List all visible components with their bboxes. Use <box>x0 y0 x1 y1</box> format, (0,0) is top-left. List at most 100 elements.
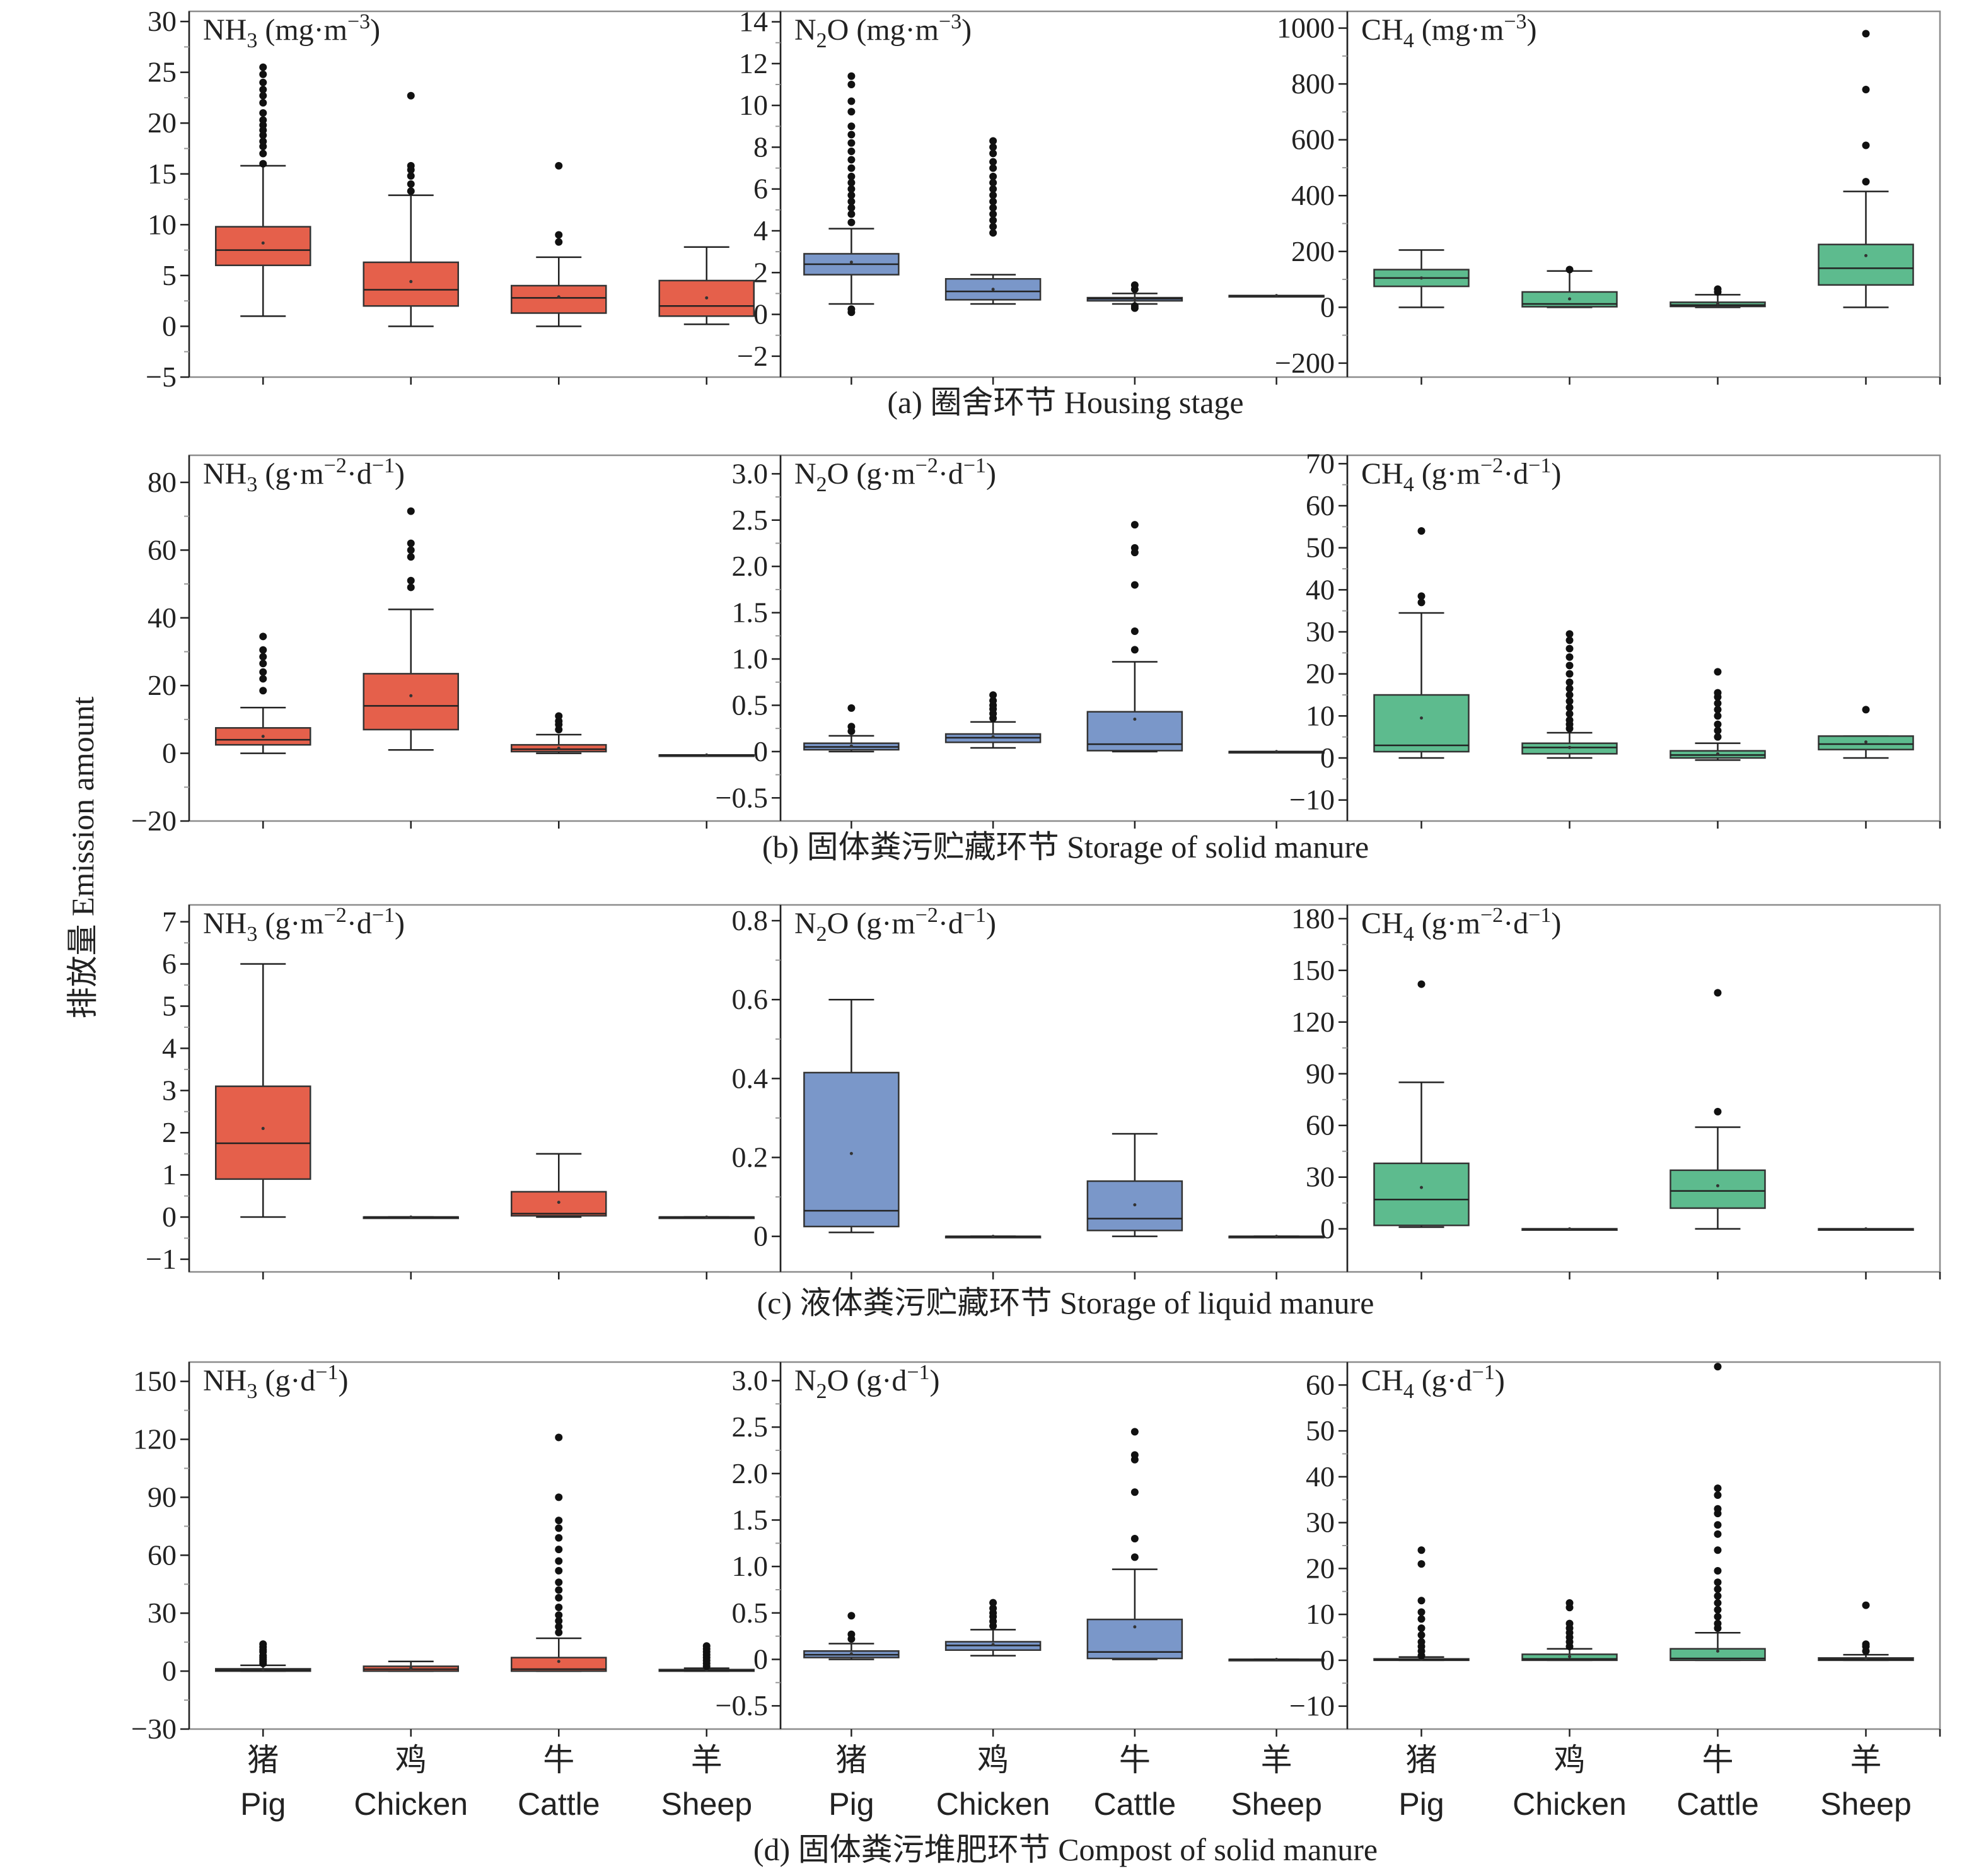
box-chicken <box>1521 630 1618 759</box>
outlier-point <box>1862 30 1870 38</box>
panel-title-part: 2 <box>816 473 827 496</box>
box-cattle <box>1086 521 1183 753</box>
y-tick-label: 1.5 <box>732 597 769 629</box>
outlier-point <box>1862 178 1870 186</box>
panel-title-part: 3 <box>247 29 257 52</box>
y-tick-label: 50 <box>1306 532 1335 564</box>
outlier-point <box>1714 733 1722 741</box>
mean-marker <box>409 694 413 697</box>
panel-title-part: −2 <box>1480 454 1503 477</box>
outlier-point <box>1130 544 1139 552</box>
y-tick-label: 200 <box>1291 235 1335 267</box>
y-tick-label: 80 <box>148 466 177 498</box>
outlier-point <box>1714 1107 1722 1116</box>
outlier-point <box>259 687 267 695</box>
panel-title-part: 3 <box>247 473 257 496</box>
outlier-point <box>847 704 856 712</box>
outlier-point <box>259 99 267 107</box>
y-tick-label: 0.8 <box>732 904 769 936</box>
outlier-point <box>1417 527 1426 535</box>
outlier-point <box>1714 1530 1722 1538</box>
outlier-point <box>407 576 415 585</box>
box-cattle <box>1086 1428 1183 1660</box>
outlier-point <box>407 187 415 195</box>
y-tick-label: 4 <box>753 214 768 247</box>
x-category-en: Chicken <box>354 1786 468 1822</box>
panel-frame <box>779 1361 1349 1730</box>
outlier-point <box>1714 1491 1722 1499</box>
mean-marker <box>1864 1657 1867 1660</box>
box-sheep <box>1228 750 1325 754</box>
x-category-en: Chicken <box>1513 1786 1627 1822</box>
outlier-point <box>1714 1567 1722 1575</box>
mean-marker <box>1133 717 1137 721</box>
outlier-point <box>702 1642 711 1650</box>
y-tick-label: 0 <box>162 737 177 769</box>
outlier-point <box>555 1593 563 1602</box>
outlier-point <box>1862 141 1870 149</box>
x-category-zh: 猪 <box>247 1742 279 1778</box>
box-cattle <box>511 1153 607 1218</box>
y-tick-label: 8 <box>753 131 768 163</box>
y-tick-label: 5 <box>162 259 177 291</box>
outlier-point <box>847 723 856 731</box>
y-tick-label: 6 <box>753 173 768 205</box>
panel-title: N2O (g·m−2·d−1) <box>794 904 996 946</box>
panel-title-part: 4 <box>1403 473 1414 496</box>
x-category-zh: 羊 <box>1850 1742 1882 1778</box>
outlier-point <box>989 164 997 172</box>
y-tick-label: 30 <box>1306 615 1335 648</box>
y-tick-label: 0 <box>1320 291 1335 323</box>
outlier-point <box>989 223 997 231</box>
y-tick-label: 0.5 <box>732 1597 769 1629</box>
outlier-point <box>847 204 856 212</box>
outlier-point <box>555 1628 563 1636</box>
outlier-point <box>555 1433 563 1442</box>
panel-title: NH3 (g·d−1) <box>203 1361 348 1403</box>
panel-title-part: NH <box>203 457 247 491</box>
outlier-point <box>989 1599 997 1607</box>
panel-n2o: −0.5 0 0.5 1.0 1.5 2.0 2.5 3.0 N2O (g·d−1) <box>716 1361 1349 1737</box>
panel-title-part: 3 <box>247 923 257 946</box>
outlier-point <box>989 185 997 193</box>
iqr-box <box>215 1085 311 1180</box>
y-tick-label: 0.5 <box>732 689 769 721</box>
outlier-point <box>1714 1585 1722 1593</box>
outlier-point <box>1130 1534 1139 1542</box>
mean-marker <box>1864 1227 1867 1231</box>
outlier-point <box>259 70 267 78</box>
outlier-point <box>1714 1546 1722 1554</box>
mean-marker <box>1420 1186 1423 1189</box>
outlier-point <box>407 161 415 170</box>
outlier-point <box>1417 1546 1426 1554</box>
outlier-point <box>1130 646 1139 654</box>
panel-title: CH4 (g·m−2·d−1) <box>1361 904 1561 946</box>
box-chicken <box>1521 1599 1618 1662</box>
outlier-point <box>1714 1578 1722 1587</box>
y-tick-label: 0 <box>162 1655 177 1687</box>
panel-title-part: −1 <box>372 904 395 927</box>
outlier-point <box>1714 989 1722 997</box>
outlier-point <box>847 148 856 156</box>
outlier-point <box>1130 1451 1139 1459</box>
box-pig <box>1373 527 1470 759</box>
outlier-point <box>1417 598 1426 607</box>
panel-title-part: ) <box>395 457 405 491</box>
y-tick-label: 40 <box>148 602 177 634</box>
panel-title-part: ·d <box>938 907 963 940</box>
outlier-point <box>847 1612 856 1620</box>
panel-frame <box>188 454 782 822</box>
mean-marker <box>557 747 560 750</box>
y-axis-label: 排放量 Emission amount <box>65 696 100 1018</box>
box-chicken <box>944 1599 1042 1657</box>
panel-title-part: N <box>794 13 816 47</box>
mean-marker <box>1864 253 1867 257</box>
panel-ch4: 0 30 60 90 120 150 180 CH4 (g·m−2·d−1) <box>1291 902 1941 1279</box>
panel-title: NH3 (mg·m−3) <box>203 10 380 52</box>
panel-title-part: −1 <box>1472 1361 1495 1384</box>
outlier-point <box>407 91 415 100</box>
y-tick-label: 30 <box>1306 1161 1335 1193</box>
box-pig <box>803 72 900 317</box>
